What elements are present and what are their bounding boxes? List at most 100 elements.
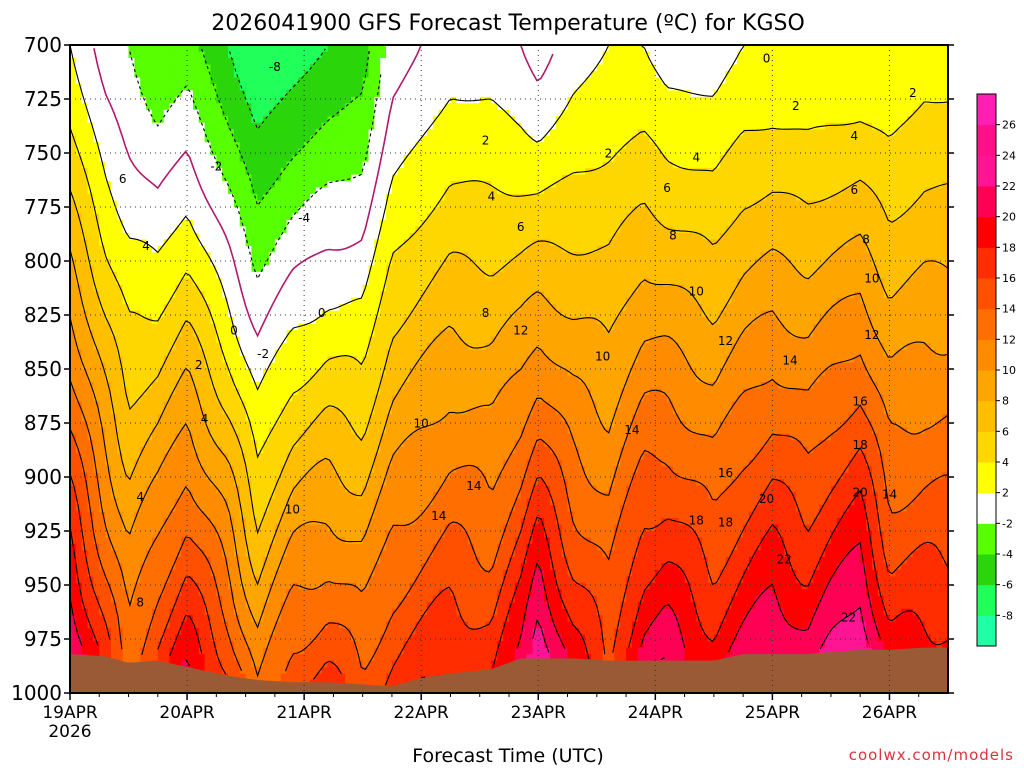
temperature-cell bbox=[333, 298, 339, 305]
temperature-cell bbox=[263, 395, 269, 402]
temperature-cell bbox=[257, 58, 263, 65]
temperature-cell bbox=[199, 570, 205, 577]
temperature-cell bbox=[333, 460, 339, 467]
temperature-cell bbox=[105, 233, 111, 240]
temperature-cell bbox=[205, 97, 211, 104]
temperature-cell bbox=[316, 207, 322, 214]
temperature-cell bbox=[187, 304, 193, 311]
temperature-cell bbox=[158, 447, 164, 454]
temperature-cell bbox=[199, 162, 205, 169]
temperature-cell bbox=[123, 317, 129, 324]
temperature-cell bbox=[246, 123, 252, 130]
temperature-cell bbox=[275, 337, 281, 344]
temperature-cell bbox=[93, 609, 99, 616]
temperature-cell bbox=[140, 337, 146, 344]
temperature-cell bbox=[269, 460, 275, 467]
temperature-cell bbox=[345, 388, 351, 395]
temperature-cell bbox=[199, 103, 205, 110]
temperature-cell bbox=[298, 155, 304, 162]
temperature-cell bbox=[298, 537, 304, 544]
temperature-cell bbox=[129, 149, 135, 156]
temperature-cell bbox=[246, 512, 252, 519]
temperature-cell bbox=[351, 337, 357, 344]
temperature-cell bbox=[281, 363, 287, 370]
temperature-cell bbox=[357, 499, 363, 506]
temperature-cell bbox=[129, 77, 135, 84]
temperature-cell bbox=[99, 395, 105, 402]
temperature-cell bbox=[351, 622, 357, 629]
temperature-cell bbox=[339, 162, 345, 169]
temperature-cell bbox=[316, 84, 322, 91]
temperature-cell bbox=[310, 576, 316, 583]
temperature-cell bbox=[322, 537, 328, 544]
temperature-cell bbox=[170, 460, 176, 467]
temperature-cell bbox=[199, 278, 205, 285]
temperature-cell bbox=[199, 136, 205, 143]
temperature-cell bbox=[316, 330, 322, 337]
temperature-cell bbox=[339, 194, 345, 201]
temperature-cell bbox=[134, 440, 140, 447]
temperature-cell bbox=[269, 518, 275, 525]
temperature-cell bbox=[158, 427, 164, 434]
temperature-cell bbox=[193, 486, 199, 493]
temperature-cell bbox=[281, 58, 287, 65]
temperature-cell bbox=[216, 194, 222, 201]
temperature-cell bbox=[269, 447, 275, 454]
temperature-cell bbox=[123, 486, 129, 493]
temperature-cell bbox=[310, 324, 316, 331]
temperature-cell bbox=[234, 375, 240, 382]
temperature-cell bbox=[246, 486, 252, 493]
temperature-cell bbox=[333, 596, 339, 603]
temperature-cell bbox=[205, 45, 211, 52]
temperature-cell bbox=[170, 220, 176, 227]
temperature-cell bbox=[76, 414, 82, 421]
temperature-cell bbox=[181, 201, 187, 208]
temperature-cell bbox=[292, 77, 298, 84]
temperature-cell bbox=[333, 291, 339, 298]
temperature-cell bbox=[316, 324, 322, 331]
temperature-cell bbox=[210, 557, 216, 564]
temperature-cell bbox=[328, 615, 334, 622]
temperature-cell bbox=[210, 622, 216, 629]
temperature-cell bbox=[187, 570, 193, 577]
temperature-cell bbox=[333, 77, 339, 84]
temperature-cell bbox=[111, 71, 117, 78]
temperature-cell bbox=[88, 304, 94, 311]
temperature-cell bbox=[339, 343, 345, 350]
temperature-cell bbox=[345, 259, 351, 266]
temperature-cell bbox=[181, 123, 187, 130]
temperature-cell bbox=[298, 136, 304, 143]
temperature-cell bbox=[140, 460, 146, 467]
temperature-cell bbox=[193, 492, 199, 499]
temperature-cell bbox=[351, 369, 357, 376]
temperature-cell bbox=[93, 492, 99, 499]
temperature-cell bbox=[234, 350, 240, 357]
temperature-cell bbox=[105, 563, 111, 570]
temperature-cell bbox=[316, 272, 322, 279]
temperature-cell bbox=[175, 408, 181, 415]
temperature-cell bbox=[181, 103, 187, 110]
temperature-cell bbox=[76, 615, 82, 622]
temperature-cell bbox=[105, 544, 111, 551]
temperature-cell bbox=[88, 175, 94, 182]
temperature-cell bbox=[287, 71, 293, 78]
temperature-cell bbox=[170, 473, 176, 480]
temperature-cell bbox=[322, 213, 328, 220]
temperature-cell bbox=[339, 136, 345, 143]
temperature-cell bbox=[129, 45, 135, 52]
temperature-cell bbox=[357, 337, 363, 344]
temperature-cell bbox=[269, 343, 275, 350]
temperature-cell bbox=[228, 434, 234, 441]
temperature-cell bbox=[193, 531, 199, 538]
temperature-cell bbox=[88, 58, 94, 65]
temperature-cell bbox=[164, 337, 170, 344]
temperature-cell bbox=[187, 259, 193, 266]
temperature-cell bbox=[328, 129, 334, 136]
temperature-cell bbox=[140, 298, 146, 305]
temperature-cell bbox=[205, 628, 211, 635]
temperature-cell bbox=[140, 188, 146, 195]
temperature-cell bbox=[193, 343, 199, 350]
temperature-cell bbox=[310, 408, 316, 415]
temperature-cell bbox=[269, 84, 275, 91]
temperature-cell bbox=[187, 110, 193, 117]
